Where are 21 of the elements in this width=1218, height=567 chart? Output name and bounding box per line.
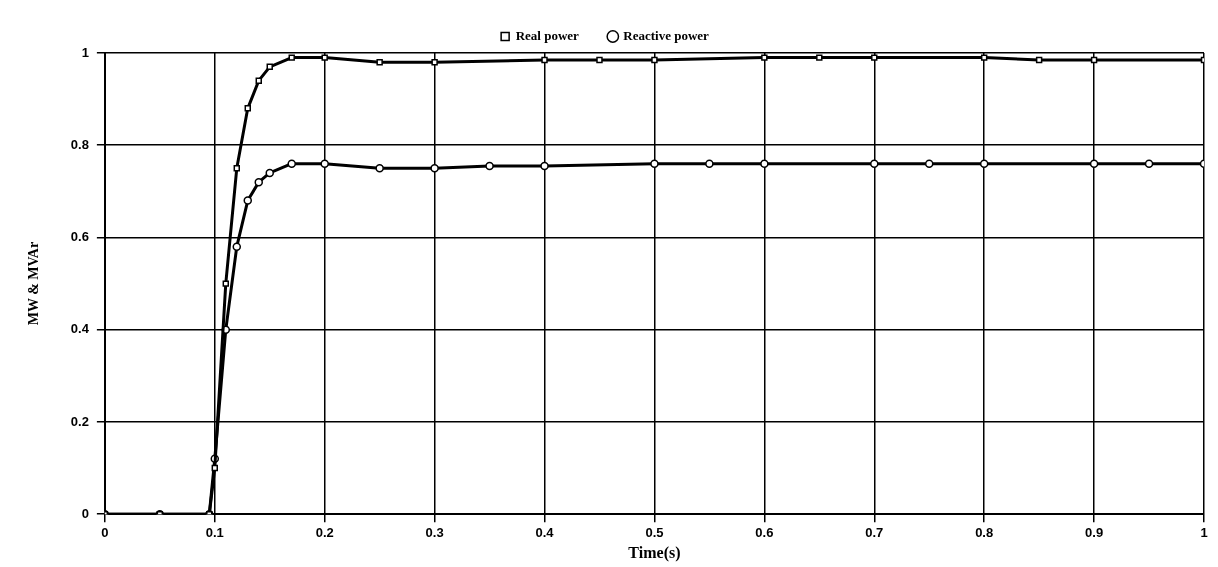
- legend-label: Reactive power: [623, 27, 710, 43]
- y-tick-label: 0: [81, 505, 89, 521]
- y-tick-label: 1: [81, 44, 89, 60]
- x-tick-label: 0.2: [315, 524, 334, 540]
- y-tick-label: 0.4: [70, 321, 90, 337]
- x-tick-label: 0: [101, 524, 109, 540]
- x-tick-label: 1: [1200, 524, 1208, 540]
- x-tick-label: 0.4: [535, 524, 555, 540]
- y-tick-label: 0.8: [70, 136, 89, 152]
- y-tick-label: 0.2: [70, 413, 89, 429]
- x-tick-label: 0.8: [975, 524, 994, 540]
- x-tick-label: 0.6: [755, 524, 774, 540]
- legend-label: Real power: [515, 27, 580, 43]
- x-tick-label: 0.5: [645, 524, 664, 540]
- x-tick-label: 0.9: [1085, 524, 1104, 540]
- x-tick-label: 0.1: [205, 524, 224, 540]
- y-tick-label: 0.6: [70, 229, 89, 245]
- x-tick-label: 0.3: [425, 524, 444, 540]
- x-axis-title: Time(s): [628, 543, 681, 562]
- y-axis-title: MW & MVAr: [26, 241, 42, 326]
- x-tick-label: 0.7: [865, 524, 884, 540]
